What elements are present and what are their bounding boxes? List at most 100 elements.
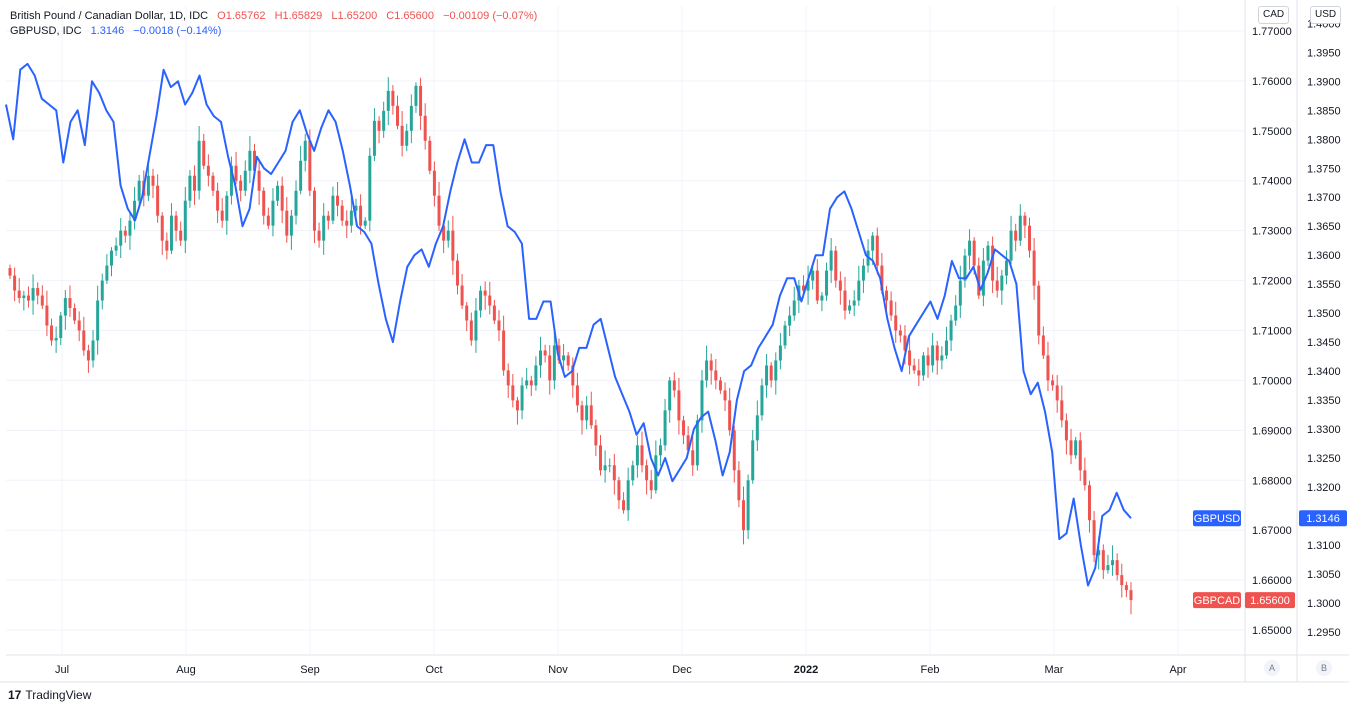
candle-body (1124, 585, 1128, 591)
candle-body (22, 295, 26, 299)
scale-a-button[interactable]: A (1264, 660, 1280, 676)
candle-body (31, 288, 35, 301)
candle-body (788, 315, 792, 326)
candle-body (815, 270, 819, 301)
candle-body (1032, 250, 1036, 286)
tradingview-logo[interactable]: 17 TradingView (8, 688, 91, 702)
legend-gbpcad-open: O1.65762 (217, 10, 266, 22)
candle-body (45, 305, 49, 326)
candle-body (336, 195, 340, 206)
candle-body (801, 285, 805, 291)
candle-body (63, 298, 67, 316)
usd-tick-label: 1.3250 (1307, 453, 1341, 465)
candle-body (520, 385, 524, 411)
candle-body (889, 300, 893, 316)
candle-body (534, 365, 538, 386)
candle-body (972, 240, 976, 266)
candle-body (931, 345, 935, 366)
usd-tick-label: 1.3300 (1307, 424, 1341, 436)
candle-body (133, 200, 137, 221)
legend-gbpusd-change: −0.0018 (−0.14%) (133, 25, 222, 37)
legend-gbpcad-low: L1.65200 (331, 10, 378, 22)
candle-body (861, 265, 865, 281)
candle-body (1051, 380, 1055, 386)
cad-tick-label: 1.69000 (1252, 425, 1292, 437)
candle-body (405, 130, 409, 146)
candle-body (91, 340, 95, 361)
usd-tick-label: 1.3000 (1307, 598, 1341, 610)
candle-body (239, 180, 243, 191)
candle-body (1120, 575, 1124, 586)
tradingview-icon: 17 (8, 688, 22, 702)
candle-body (1037, 285, 1041, 336)
candle-body (428, 140, 432, 171)
candle-body (257, 170, 261, 191)
candle-body (340, 205, 344, 221)
cad-tick-label: 1.77000 (1252, 26, 1292, 38)
candle-body (100, 280, 104, 301)
scale-b-button[interactable]: B (1316, 660, 1332, 676)
candle-body (631, 465, 635, 481)
x-tick-label: Mar (1045, 664, 1064, 676)
candle-body (225, 195, 229, 221)
cad-scale-badge[interactable]: CAD (1258, 6, 1290, 24)
candle-body (216, 190, 220, 211)
usd-tick-label: 1.3500 (1307, 308, 1341, 320)
candle-body (1083, 470, 1087, 486)
legend-gbpcad-close: C1.65600 (386, 10, 435, 22)
candle-body (622, 500, 626, 511)
cad-tick-label: 1.65000 (1252, 625, 1292, 637)
candle-body (926, 355, 930, 366)
candle-body (529, 380, 533, 386)
candle-body (968, 240, 972, 256)
candle-body (442, 225, 446, 241)
candle-body (806, 280, 810, 291)
candle-body (875, 235, 879, 266)
candle-body (917, 370, 921, 376)
candle-body (552, 345, 556, 381)
gbpusd-line (5, 62, 1132, 587)
candle-body (686, 435, 690, 451)
candle-body (940, 355, 944, 361)
candle-body (193, 175, 197, 191)
candle-body (248, 150, 252, 171)
candle-body (672, 380, 676, 391)
candle-body (709, 360, 713, 371)
cad-tick-label: 1.67000 (1252, 525, 1292, 537)
legend-gbpcad: British Pound / Canadian Dollar, 1D, IDC… (10, 10, 543, 22)
candle-body (1106, 565, 1110, 571)
candle-body (663, 410, 667, 446)
candle-body (1069, 440, 1073, 456)
legend-gbpcad-name: British Pound / Canadian Dollar, 1D, IDC (10, 10, 209, 22)
candle-body (838, 280, 842, 291)
candle-body (575, 385, 579, 406)
candle-body (580, 405, 584, 421)
candle-body (483, 290, 487, 296)
usd-scale-badge[interactable]: USD (1310, 6, 1342, 24)
usd-tick-label: 1.3100 (1307, 540, 1341, 552)
candle-body (419, 85, 423, 116)
candle-body (783, 325, 787, 346)
candle-body (958, 280, 962, 306)
candle-body (760, 385, 764, 416)
candle-body (539, 350, 543, 366)
candle-body (1074, 440, 1078, 456)
usd-tick-label: 1.3800 (1307, 134, 1341, 146)
legend-gbpcad-high: H1.65829 (274, 10, 323, 22)
gbpusd-tag-label: GBPUSD (1194, 513, 1241, 525)
candle-body (981, 260, 985, 296)
candle-body (723, 390, 727, 401)
candle-body (1046, 355, 1050, 381)
gbpcad-price-tag: 1.65600 (1250, 595, 1290, 607)
candle-body (1009, 230, 1013, 261)
candle-body (368, 155, 372, 221)
x-tick-label: 2022 (794, 664, 818, 676)
candle-body (848, 305, 852, 311)
candle-body (774, 360, 778, 381)
candle-body (1028, 225, 1032, 251)
candle-body (303, 140, 307, 161)
candle-body (359, 205, 363, 226)
candle-body (280, 185, 284, 211)
